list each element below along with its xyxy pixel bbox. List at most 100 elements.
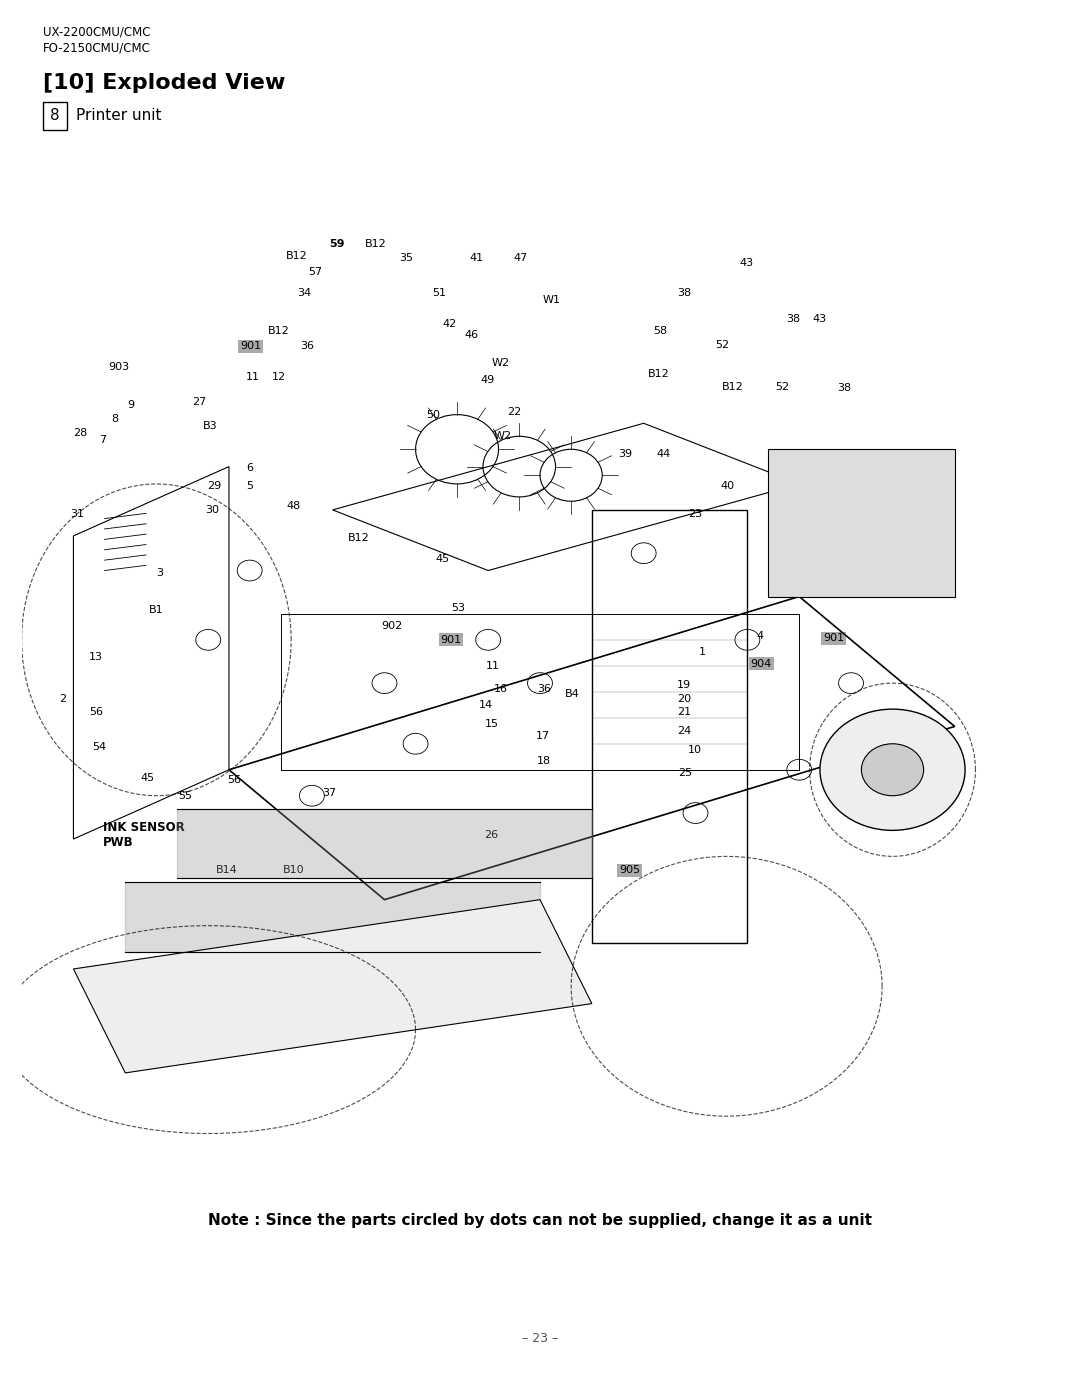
Text: 4: 4	[756, 630, 764, 641]
Text: B12: B12	[286, 250, 308, 261]
Text: W1: W1	[542, 295, 561, 306]
Text: 30: 30	[205, 504, 219, 515]
Text: 45: 45	[140, 773, 154, 784]
Circle shape	[862, 743, 923, 796]
Text: 59: 59	[329, 239, 345, 250]
Text: B3: B3	[203, 420, 218, 432]
Text: 42: 42	[443, 319, 457, 330]
Text: B12: B12	[648, 369, 670, 380]
Text: 44: 44	[657, 448, 671, 460]
Text: 41: 41	[470, 253, 484, 264]
Text: 51: 51	[432, 288, 446, 299]
Text: 7: 7	[99, 434, 107, 446]
Text: W2: W2	[494, 430, 512, 441]
Text: 26: 26	[484, 830, 498, 841]
Text: W2: W2	[491, 358, 510, 369]
Text: 10: 10	[688, 745, 702, 756]
Text: 6: 6	[246, 462, 253, 474]
Text: 21: 21	[677, 707, 691, 718]
Text: 8: 8	[111, 414, 119, 425]
Text: 56: 56	[227, 774, 241, 785]
Text: 35: 35	[400, 253, 414, 264]
Text: 31: 31	[70, 509, 84, 520]
Text: 22: 22	[508, 407, 522, 418]
Text: 9: 9	[127, 400, 135, 411]
Text: 16: 16	[494, 683, 508, 694]
Text: 20: 20	[677, 693, 691, 704]
Text: 39: 39	[618, 448, 632, 460]
Text: 28: 28	[73, 427, 87, 439]
Text: 11: 11	[486, 661, 500, 672]
Text: 902: 902	[381, 620, 403, 631]
Polygon shape	[73, 900, 592, 1073]
Text: 23: 23	[688, 509, 702, 520]
Text: B12: B12	[348, 532, 369, 543]
Text: Printer unit: Printer unit	[76, 109, 161, 123]
Text: 27: 27	[192, 397, 206, 408]
Text: 29: 29	[207, 481, 221, 492]
Text: INK SENSOR
PWB: INK SENSOR PWB	[103, 821, 185, 849]
Text: 901: 901	[240, 341, 261, 352]
Text: 24: 24	[677, 725, 691, 736]
Text: 52: 52	[715, 339, 729, 351]
Text: [10] Exploded View: [10] Exploded View	[43, 73, 285, 92]
Text: B12: B12	[721, 381, 743, 393]
Text: 56: 56	[90, 707, 104, 718]
Text: 38: 38	[786, 313, 800, 324]
Text: 34: 34	[297, 288, 311, 299]
Text: 903: 903	[108, 362, 130, 373]
Text: 901: 901	[441, 634, 462, 645]
Text: FO-2150CMU/CMC: FO-2150CMU/CMC	[43, 42, 151, 54]
Text: 8: 8	[51, 109, 59, 123]
Bar	[43, 102, 67, 130]
Text: 46: 46	[464, 330, 478, 341]
Text: B5: B5	[821, 509, 836, 520]
Text: 47: 47	[513, 253, 527, 264]
Text: 32: 32	[842, 553, 856, 564]
Text: 17: 17	[536, 731, 550, 742]
Text: 15: 15	[485, 718, 499, 729]
Text: B4: B4	[565, 689, 580, 700]
Text: 38: 38	[837, 383, 851, 394]
Text: 52: 52	[775, 381, 789, 393]
Text: 1: 1	[699, 647, 705, 658]
Text: 45: 45	[435, 553, 449, 564]
Text: 53: 53	[451, 602, 465, 613]
Text: 50: 50	[427, 409, 441, 420]
Text: 38: 38	[677, 288, 691, 299]
Text: B14: B14	[216, 865, 238, 876]
Text: 14: 14	[478, 700, 492, 711]
Text: – 23 –: – 23 –	[522, 1331, 558, 1345]
Text: 55: 55	[178, 791, 192, 802]
Text: 3: 3	[157, 567, 163, 578]
Text: 905: 905	[619, 865, 640, 876]
Text: B10: B10	[283, 865, 305, 876]
Text: 57: 57	[308, 267, 322, 278]
Text: 48: 48	[286, 500, 300, 511]
Polygon shape	[768, 450, 955, 597]
Text: UX-2200CMU/CMC: UX-2200CMU/CMC	[43, 25, 151, 38]
Text: B12: B12	[365, 239, 387, 250]
Text: 58: 58	[653, 326, 667, 337]
Text: 904: 904	[751, 658, 772, 669]
Text: Note : Since the parts circled by dots can not be supplied, change it as a unit: Note : Since the parts circled by dots c…	[208, 1214, 872, 1228]
Circle shape	[820, 710, 966, 830]
Text: 36: 36	[300, 341, 314, 352]
Text: 43: 43	[740, 257, 754, 268]
Text: 25: 25	[678, 767, 692, 778]
Text: 13: 13	[89, 651, 103, 662]
Text: 40: 40	[720, 481, 734, 492]
Text: 54: 54	[92, 742, 106, 753]
Text: 36: 36	[537, 683, 551, 694]
Text: B12: B12	[268, 326, 289, 337]
Text: 43: 43	[812, 313, 826, 324]
Text: 18: 18	[537, 756, 551, 767]
Text: 12: 12	[272, 372, 286, 383]
Text: 37: 37	[322, 788, 336, 799]
Text: 11: 11	[246, 372, 260, 383]
Text: 19: 19	[677, 679, 691, 690]
Text: B1: B1	[149, 605, 164, 616]
Text: 2: 2	[59, 693, 67, 704]
Text: 5: 5	[246, 481, 253, 492]
Text: 901: 901	[823, 633, 845, 644]
